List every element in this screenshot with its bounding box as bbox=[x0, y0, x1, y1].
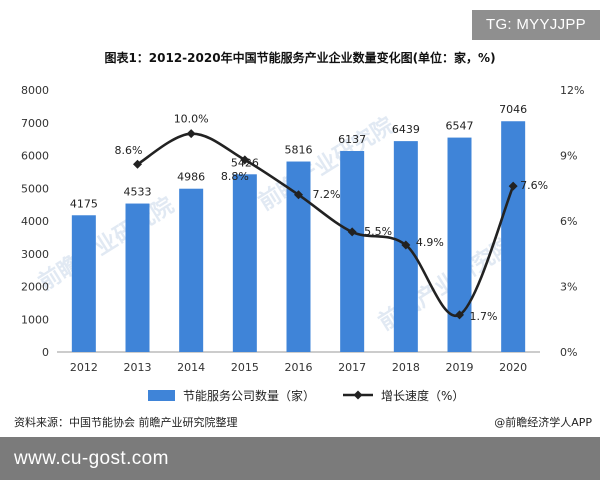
x-tick-label: 2019 bbox=[446, 361, 474, 374]
y-left-tick-label: 5000 bbox=[21, 182, 49, 195]
line-point-marker bbox=[133, 159, 142, 169]
legend-line-marker bbox=[353, 390, 363, 400]
line-point-marker bbox=[347, 227, 357, 237]
line-value-label: 7.2% bbox=[313, 188, 341, 201]
bar-series bbox=[71, 121, 526, 352]
line-value-label: 7.6% bbox=[520, 179, 548, 192]
line-value-label: 8.8% bbox=[221, 170, 249, 183]
line-point-marker bbox=[186, 129, 196, 139]
y-left-tick-label: 0 bbox=[42, 346, 49, 359]
y-left-tick-label: 3000 bbox=[21, 248, 49, 261]
bar bbox=[179, 188, 204, 352]
x-tick-label: 2015 bbox=[231, 361, 259, 374]
data-labels: 4175 4533 4986 5426 5816 6137 6439 6547 7046 8.6%… bbox=[70, 103, 548, 323]
legend-line-label: 增长速度（%） bbox=[381, 388, 464, 403]
y-right-tick-label: 0% bbox=[560, 346, 577, 359]
line-point-marker bbox=[508, 181, 518, 191]
footer-url: www.cu-gost.com bbox=[14, 448, 169, 469]
bar-value-label: 5816 bbox=[285, 144, 313, 157]
x-tick-label: 2018 bbox=[392, 361, 420, 374]
line-point-marker bbox=[294, 190, 303, 200]
y-left-tick-label: 4000 bbox=[21, 215, 49, 228]
line-value-label: 5.5% bbox=[364, 225, 392, 238]
bar bbox=[125, 203, 150, 352]
y-right-tick-label: 9% bbox=[560, 150, 577, 163]
watermark-badge: TG: MYYJJPP bbox=[472, 10, 600, 40]
bar-value-label: 6137 bbox=[338, 133, 366, 146]
x-tick-label: 2012 bbox=[70, 361, 98, 374]
x-tick-label: 2014 bbox=[177, 361, 205, 374]
line-series bbox=[133, 129, 518, 320]
line-point-marker bbox=[455, 310, 464, 320]
bar-value-label: 4533 bbox=[124, 186, 152, 199]
line-point-marker bbox=[401, 240, 411, 250]
x-tick-label: 2020 bbox=[499, 361, 527, 374]
y-right-tick-label: 12% bbox=[560, 84, 584, 97]
footer-banner: www.cu-gost.com bbox=[0, 437, 600, 480]
x-tick-label: 2017 bbox=[338, 361, 366, 374]
bar-value-label: 6439 bbox=[392, 123, 420, 136]
bar-value-label: 4986 bbox=[177, 171, 205, 184]
legend-bar-label: 节能服务公司数量（家） bbox=[183, 388, 315, 403]
line-value-label: 4.9% bbox=[416, 236, 444, 249]
x-tick-label: 2016 bbox=[285, 361, 313, 374]
bar bbox=[71, 215, 96, 352]
bar-value-label: 5426 bbox=[231, 156, 259, 169]
x-tick-label: 2013 bbox=[124, 361, 152, 374]
background-watermark-text: 前瞻产业研究院 bbox=[34, 192, 178, 296]
bar-value-label: 4175 bbox=[70, 197, 98, 210]
credit-note: @前瞻经济学人APP bbox=[494, 416, 592, 429]
line-value-label: 8.6% bbox=[115, 144, 143, 157]
line-value-label: 10.0% bbox=[174, 113, 209, 126]
y-right-tick-label: 6% bbox=[560, 215, 577, 228]
y-left-tick-label: 7000 bbox=[21, 117, 49, 130]
legend: 节能服务公司数量（家） 增长速度（%） bbox=[148, 388, 464, 403]
y-left-tick-label: 8000 bbox=[21, 84, 49, 97]
bar bbox=[447, 137, 472, 352]
y-left-tick-label: 6000 bbox=[21, 150, 49, 163]
y-right-tick-label: 3% bbox=[560, 281, 577, 294]
line-point-marker bbox=[240, 155, 250, 165]
bar bbox=[232, 174, 257, 352]
chart-title: 图表1：2012-2020年中国节能服务产业企业数量变化图(单位：家，%) bbox=[104, 51, 496, 65]
source-note: 资料来源：中国节能协会 前瞻产业研究院整理 bbox=[14, 416, 238, 429]
y-left-tick-label: 1000 bbox=[21, 313, 49, 326]
bar-value-label: 6547 bbox=[446, 120, 474, 133]
bar-value-label: 7046 bbox=[499, 103, 527, 116]
bar bbox=[340, 151, 365, 352]
legend-bar-swatch bbox=[148, 390, 175, 401]
bar bbox=[501, 121, 526, 352]
line-value-label: 1.7% bbox=[470, 310, 498, 323]
y-left-tick-label: 2000 bbox=[21, 281, 49, 294]
